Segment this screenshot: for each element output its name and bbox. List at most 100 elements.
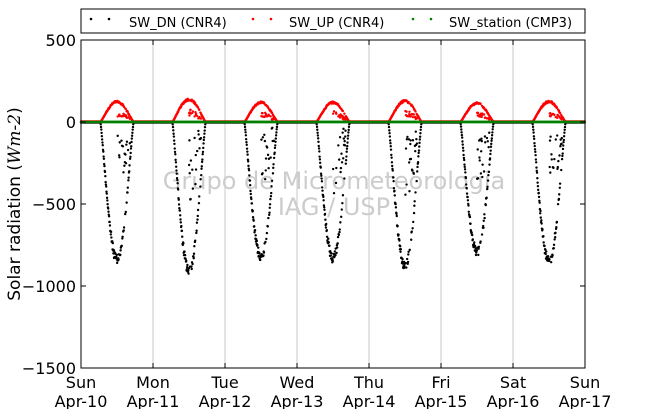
x-tick-label-day: Wed	[280, 373, 315, 392]
sw-dn-point	[195, 231, 198, 235]
sw-dn-point	[245, 143, 248, 147]
sw-dn-point	[273, 151, 276, 154]
sw-dn-point	[257, 246, 260, 249]
sw-dn-point	[416, 170, 419, 173]
sw-dn-point	[549, 171, 552, 174]
sw-dn-point	[542, 241, 545, 244]
sw-dn-point	[559, 145, 562, 148]
sw-dn-point	[187, 163, 191, 167]
sw-dn-point	[479, 150, 483, 153]
x-tick-label-date: Apr-11	[127, 392, 180, 409]
sw-dn-point	[247, 164, 250, 168]
sw-dn-point	[417, 149, 421, 152]
sw-dn-point	[196, 214, 199, 218]
sw-dn-point	[269, 156, 272, 159]
sw-dn-point	[262, 254, 265, 257]
sw-dn-point	[395, 214, 398, 218]
sw-dn-point	[536, 177, 539, 180]
sw-dn-point	[545, 250, 548, 253]
sw-dn-point	[390, 153, 393, 157]
sw-dn-point	[172, 135, 176, 138]
y-axis-label: Solar radiation (Wm-2)	[5, 107, 25, 300]
sw-dn-point	[106, 203, 109, 206]
sw-dn-point	[552, 247, 555, 250]
sw-dn-point	[172, 129, 175, 132]
sw-dn-point	[413, 204, 416, 207]
sw-dn-point	[342, 157, 345, 160]
sw-dn-point	[268, 203, 272, 206]
sw-dn-point	[263, 133, 266, 136]
sw-dn-point	[543, 244, 546, 248]
sw-up-point	[343, 112, 346, 115]
sw-dn-point	[119, 253, 122, 256]
sw-dn-point	[490, 137, 494, 140]
sw-dn-point	[491, 128, 494, 131]
sw-dn-point	[346, 144, 349, 148]
sw-dn-point	[124, 153, 127, 156]
legend-item-sw-station: SW_station (CMP3)	[411, 16, 572, 31]
sw-dn-point	[116, 134, 119, 138]
sw-dn-point	[107, 215, 111, 218]
sw-dn-point	[195, 221, 199, 224]
sw-dn-point	[531, 125, 535, 129]
sw-station-point	[564, 120, 567, 124]
sw-dn-point	[101, 148, 105, 152]
sw-dn-point	[105, 196, 109, 200]
sw-dn-point	[335, 246, 339, 249]
sw-dn-point	[560, 136, 564, 140]
sw-dn-point	[174, 165, 178, 168]
sw-dn-point	[108, 224, 112, 227]
y-tick-label: −1500	[22, 359, 76, 378]
sw-dn-point	[343, 139, 346, 143]
sw-dn-point	[538, 207, 542, 211]
x-tick-label-date: Apr-17	[559, 392, 612, 409]
sw-dn-point	[122, 171, 125, 174]
sw-dn-point	[560, 142, 563, 146]
sw-dn-point	[100, 134, 104, 138]
sw-dn-point	[344, 162, 348, 165]
sw-dn-point	[191, 262, 194, 266]
sw-dn-point	[334, 253, 337, 257]
sw-dn-point	[199, 178, 202, 181]
sw-dn-point	[270, 191, 273, 195]
sw-dn-point	[387, 125, 391, 129]
sw-dn-point	[104, 174, 107, 178]
sw-dn-point	[534, 158, 538, 161]
sw-dn-point	[420, 123, 423, 126]
sw-dn-point	[343, 144, 347, 147]
sw-dn-point	[551, 254, 554, 257]
sw-dn-point	[473, 244, 477, 248]
sw-dn-point	[185, 259, 188, 263]
sw-dn-point	[105, 190, 108, 193]
sw-dn-point	[339, 221, 342, 224]
sw-dn-point	[174, 161, 178, 164]
sw-dn-point	[392, 176, 395, 179]
sw-dn-point	[190, 267, 193, 271]
sw-dn-point	[339, 170, 342, 174]
sw-dn-point	[389, 141, 392, 145]
sw-dn-point	[563, 125, 567, 129]
sw-dn-point	[473, 241, 476, 244]
sw-dn-point	[122, 229, 125, 232]
sw-dn-point	[490, 139, 493, 142]
sw-dn-point	[392, 179, 395, 183]
sw-dn-point	[265, 237, 268, 241]
sw-up-point	[482, 113, 486, 116]
sw-dn-point	[392, 186, 396, 190]
sw-dn-point	[339, 166, 343, 170]
sw-dn-point	[172, 139, 176, 142]
sw-dn-point	[560, 168, 563, 172]
sw-dn-point	[557, 159, 560, 163]
sw-dn-point	[196, 218, 199, 221]
sw-dn-point	[319, 172, 323, 175]
sw-dn-point	[488, 131, 491, 134]
sw-dn-point	[415, 142, 419, 145]
sw-dn-point	[340, 208, 343, 211]
sw-dn-point	[101, 144, 104, 147]
sw-dn-point	[104, 183, 108, 186]
sw-dn-point	[418, 135, 422, 138]
sw-dn-point	[561, 147, 565, 151]
sw-dn-point	[130, 137, 134, 140]
sw-dn-point	[410, 230, 413, 233]
sw-dn-point	[178, 209, 182, 212]
